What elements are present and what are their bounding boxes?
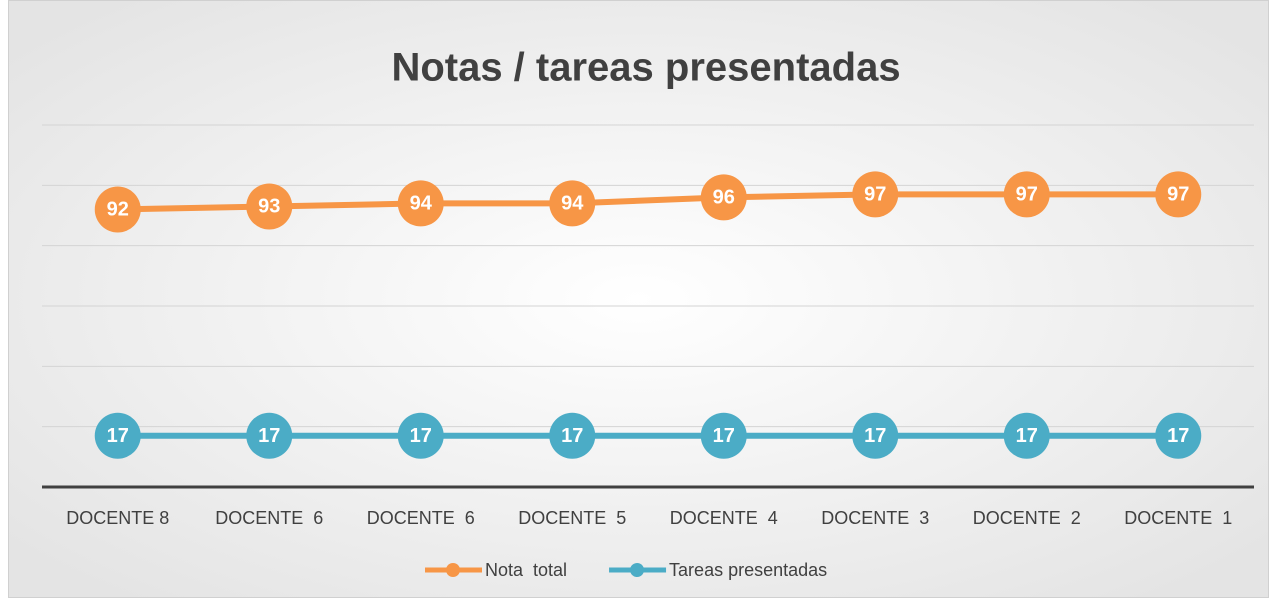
legend-marker [630,563,645,577]
data-label: 17 [1167,425,1189,447]
data-label: 94 [561,193,584,215]
data-label: 97 [864,184,886,206]
x-tick-label: DOCENTE 2 [973,508,1081,528]
data-point [852,171,899,218]
legend-label: Nota total [485,560,567,580]
data-point [246,183,293,230]
data-label: 17 [561,425,583,447]
x-tick-label: DOCENTE 8 [66,508,169,528]
data-point [397,412,444,459]
data-point [1003,171,1050,218]
data-point [1155,412,1202,459]
legend-marker [446,563,460,577]
data-label: 17 [107,425,129,447]
data-label: 94 [410,193,433,215]
data-point [397,180,444,227]
data-point [1155,171,1202,218]
data-point [94,412,141,459]
legend-label: Tareas presentadas [669,560,827,580]
data-label: 96 [713,187,735,209]
data-label: 17 [258,425,280,447]
data-point [700,174,747,221]
data-label: 97 [1016,184,1038,206]
data-point [549,412,596,459]
x-tick-label: DOCENTE 5 [518,508,626,528]
data-label: 17 [713,425,735,447]
data-point [700,412,747,459]
data-label: 17 [864,425,886,447]
data-label: 17 [410,425,432,447]
data-label: 92 [107,199,129,221]
series-line [117,191,1179,213]
chart-background [8,0,1269,598]
data-point [549,180,596,227]
data-point [94,186,141,233]
x-tick-label: DOCENTE 6 [215,508,323,528]
data-label: 93 [258,196,280,218]
x-tick-label: DOCENTE 1 [1124,508,1232,528]
data-label: 17 [1016,425,1038,447]
x-tick-label: DOCENTE 4 [670,508,778,528]
data-point [1003,412,1050,459]
x-tick-label: DOCENTE 3 [821,508,929,528]
chart-title: Notas / tareas presentadas [391,46,900,90]
data-label: 97 [1167,184,1189,206]
data-point [852,412,899,459]
x-tick-label: DOCENTE 6 [367,508,475,528]
data-point [246,412,293,459]
